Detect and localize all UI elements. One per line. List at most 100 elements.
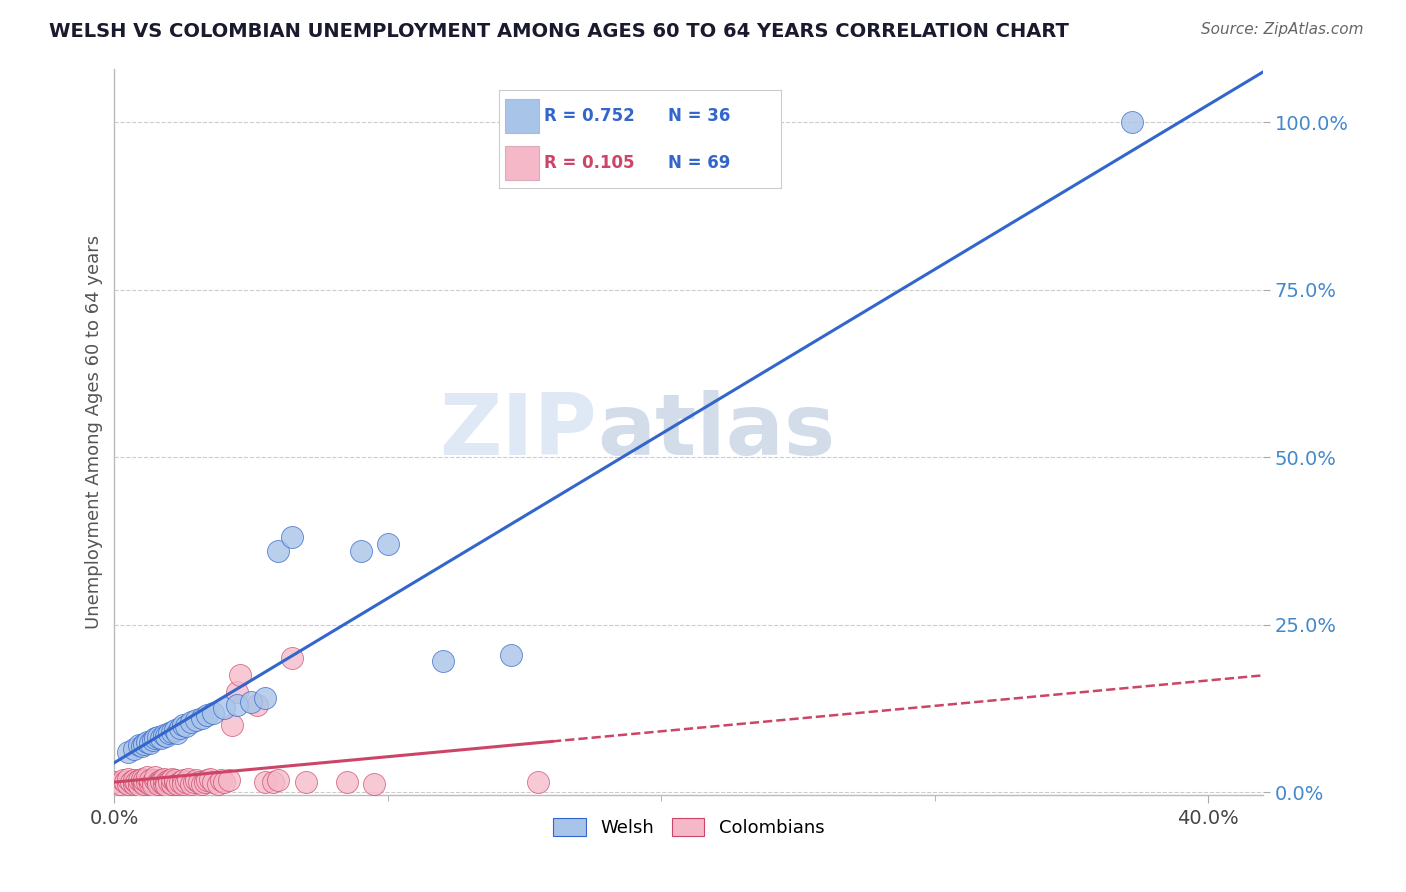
- Point: [157, 726, 180, 740]
- Point: [174, 775, 197, 789]
- Point: [246, 698, 269, 712]
- Point: [125, 775, 148, 789]
- Point: [131, 739, 153, 754]
- Point: [122, 777, 145, 791]
- Point: [111, 772, 134, 787]
- Point: [142, 775, 165, 789]
- Point: [212, 775, 235, 789]
- Point: [295, 775, 318, 789]
- Point: [163, 723, 186, 738]
- Point: [134, 737, 156, 751]
- Point: [191, 777, 214, 791]
- Point: [163, 772, 186, 787]
- Point: [432, 654, 454, 668]
- Point: [128, 738, 150, 752]
- Point: [226, 698, 249, 712]
- Point: [139, 777, 162, 791]
- Point: [349, 544, 371, 558]
- Y-axis label: Unemployment Among Ages 60 to 64 years: Unemployment Among Ages 60 to 64 years: [86, 235, 103, 629]
- Point: [139, 772, 162, 787]
- Point: [172, 772, 194, 787]
- Point: [128, 772, 150, 787]
- Point: [188, 775, 211, 789]
- Point: [136, 735, 159, 749]
- Point: [198, 772, 221, 786]
- Point: [180, 777, 202, 791]
- Point: [201, 775, 224, 789]
- Point: [169, 775, 191, 789]
- Point: [166, 726, 188, 740]
- Point: [134, 777, 156, 791]
- Point: [117, 777, 139, 791]
- Point: [117, 772, 139, 786]
- Point: [146, 730, 169, 744]
- Point: [212, 701, 235, 715]
- Point: [149, 772, 172, 787]
- Point: [267, 544, 290, 558]
- Point: [160, 777, 183, 791]
- Point: [103, 775, 125, 789]
- Point: [177, 772, 200, 786]
- Point: [194, 775, 217, 789]
- Point: [145, 772, 167, 787]
- Point: [142, 732, 165, 747]
- Point: [157, 772, 180, 787]
- Point: [191, 711, 214, 725]
- Point: [183, 775, 205, 789]
- Point: [149, 731, 172, 746]
- Point: [157, 775, 180, 789]
- Point: [363, 777, 385, 791]
- Point: [152, 772, 174, 786]
- Text: ZIP: ZIP: [439, 391, 596, 474]
- Point: [160, 772, 183, 786]
- Point: [166, 777, 188, 791]
- Point: [152, 728, 174, 742]
- Point: [146, 777, 169, 791]
- Text: Source: ZipAtlas.com: Source: ZipAtlas.com: [1201, 22, 1364, 37]
- Point: [136, 775, 159, 789]
- Point: [108, 777, 131, 791]
- Point: [281, 651, 304, 665]
- Point: [131, 775, 153, 789]
- Point: [169, 722, 191, 736]
- Point: [122, 772, 145, 787]
- Point: [229, 668, 252, 682]
- Point: [155, 775, 177, 789]
- Point: [114, 775, 136, 789]
- Point: [240, 695, 263, 709]
- Point: [267, 772, 290, 787]
- Point: [142, 778, 165, 792]
- Legend: Welsh, Colombians: Welsh, Colombians: [546, 811, 831, 845]
- Point: [1121, 115, 1143, 129]
- Point: [131, 772, 153, 786]
- Point: [201, 706, 224, 720]
- Point: [152, 777, 174, 791]
- Point: [527, 775, 550, 789]
- Point: [163, 775, 186, 789]
- Point: [281, 531, 304, 545]
- Point: [139, 736, 162, 750]
- Point: [209, 772, 232, 787]
- Point: [499, 648, 522, 662]
- Point: [218, 772, 240, 787]
- Point: [120, 775, 142, 789]
- Point: [336, 775, 359, 789]
- Text: WELSH VS COLOMBIAN UNEMPLOYMENT AMONG AGES 60 TO 64 YEARS CORRELATION CHART: WELSH VS COLOMBIAN UNEMPLOYMENT AMONG AG…: [49, 22, 1069, 41]
- Point: [146, 775, 169, 789]
- Point: [122, 741, 145, 756]
- Point: [145, 731, 167, 746]
- Point: [134, 772, 156, 787]
- Point: [180, 714, 202, 729]
- Point: [253, 691, 276, 706]
- Point: [207, 777, 229, 791]
- Point: [145, 770, 167, 784]
- Point: [117, 745, 139, 759]
- Point: [262, 775, 284, 789]
- Point: [221, 718, 243, 732]
- Point: [172, 777, 194, 791]
- Point: [186, 713, 208, 727]
- Point: [377, 537, 399, 551]
- Point: [197, 708, 219, 723]
- Point: [253, 775, 276, 789]
- Point: [136, 770, 159, 784]
